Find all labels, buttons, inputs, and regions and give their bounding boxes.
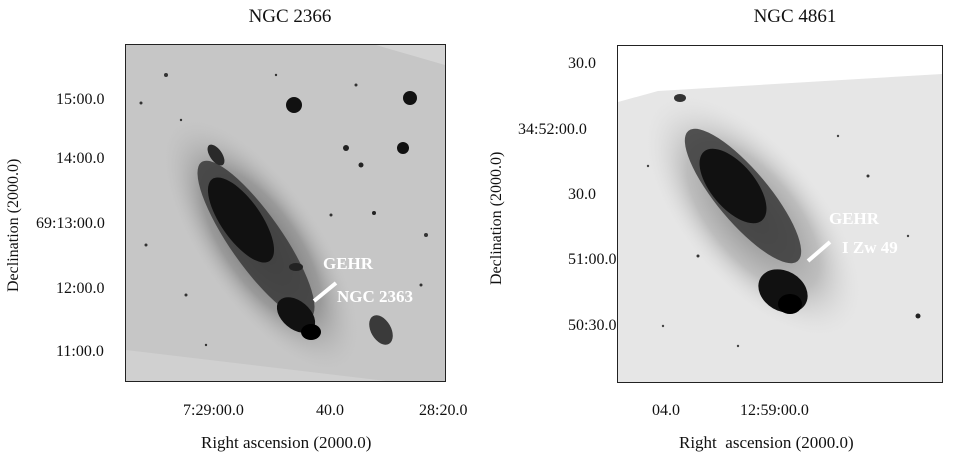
panel2-ytick: 34:52:00.0 (518, 121, 587, 138)
panel1-xtick: 28:20.0 (419, 402, 468, 419)
panel2-y-axis-label: Declination (2000.0) (488, 151, 505, 285)
panel1-ytick: 12:00.0 (56, 280, 105, 297)
panel1-xtick: 7:29:00.0 (183, 402, 244, 419)
panel2-xtick: 04.0 (652, 402, 680, 419)
panel2-x-axis-label: Right ascension (2000.0) (679, 433, 854, 452)
panel2-title: NGC 4861 (753, 6, 837, 27)
panel1-xtick: 40.0 (316, 402, 344, 419)
panel1-x-axis-label: Right ascension (2000.0) (201, 433, 372, 452)
panel2-ytick: 51:00.0 (568, 251, 617, 268)
panel2-xtick: 12:59:00.0 (740, 402, 809, 419)
panel2-annotation-izw49: I Zw 49 (842, 238, 898, 257)
panel1-annotation-ngc2363: NGC 2363 (337, 287, 413, 306)
panel2-ytick: 50:30.0 (568, 317, 617, 334)
panel2-ytick: 30.0 (568, 186, 596, 203)
panel2-annotation-gehr: GEHR (829, 209, 880, 228)
panel1-annotation-gehr: GEHR (323, 254, 374, 273)
panel2-galaxy-image: GEHR I Zw 49 (617, 45, 943, 383)
panel1-ytick: 14:00.0 (56, 150, 105, 167)
panel1-ytick: 69:13:00.0 (36, 215, 105, 232)
panel1-ytick: 15:00.0 (56, 91, 105, 108)
panel1-ytick: 11:00.0 (56, 343, 104, 360)
panel1-y-axis-label: Declination (2000.0) (5, 158, 22, 292)
panel1-title: NGC 2366 (248, 6, 332, 27)
panel1-galaxy-image: GEHR NGC 2363 (125, 44, 446, 382)
panel2-ytick: 30.0 (568, 55, 596, 72)
